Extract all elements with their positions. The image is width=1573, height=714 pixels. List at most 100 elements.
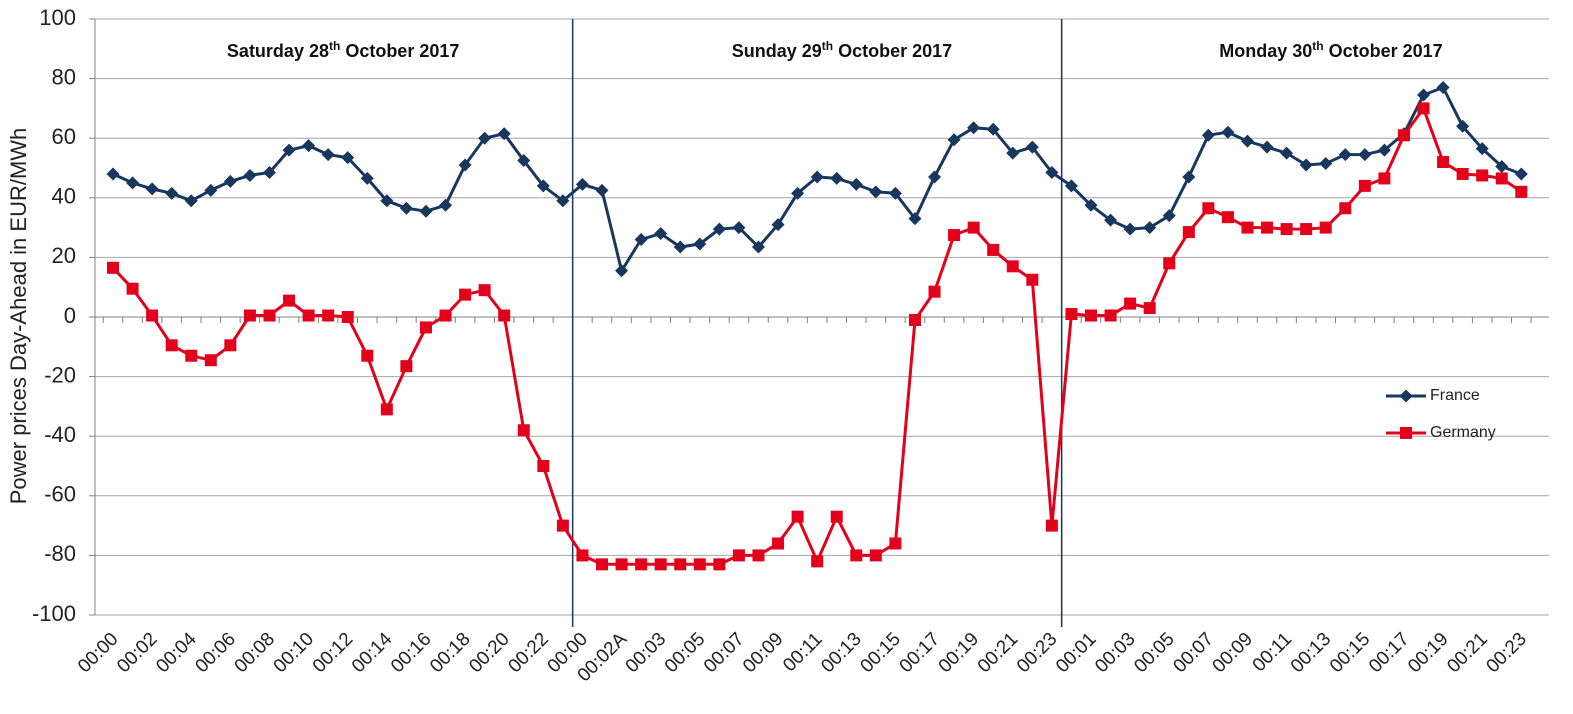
data-point-germany: [302, 309, 315, 322]
x-tick-label: 00:23: [1482, 629, 1530, 677]
day-label-rest: October 2017: [833, 41, 952, 61]
x-tick-label: 00:07: [1169, 629, 1217, 677]
data-point-france: [1417, 88, 1431, 102]
data-point-germany: [341, 311, 354, 323]
data-point-france: [1260, 140, 1274, 154]
day-label-main: Monday 30: [1219, 41, 1312, 61]
data-point-germany: [322, 309, 335, 322]
data-point-germany: [850, 549, 863, 562]
day-label-main: Saturday 28: [227, 41, 329, 61]
data-point-germany: [1319, 221, 1332, 234]
y-tick-label: -60: [44, 482, 76, 507]
data-point-germany: [126, 282, 139, 295]
day-label: Monday 30th October 2017: [1219, 39, 1442, 61]
data-point-germany: [1045, 519, 1058, 532]
x-tick-label: 00:01: [1052, 629, 1100, 677]
data-point-germany: [635, 558, 648, 571]
legend-marker: [1399, 389, 1413, 403]
y-tick-label: 0: [64, 303, 76, 328]
x-tick-label: 00:20: [465, 629, 513, 677]
data-point-germany: [380, 403, 393, 416]
data-point-france: [380, 194, 394, 208]
data-point-france: [634, 233, 648, 247]
data-point-germany: [517, 424, 530, 437]
legend: France Germany: [1386, 387, 1496, 441]
data-point-germany: [791, 510, 804, 523]
x-tick-label: 00:21: [1443, 629, 1491, 677]
data-point-france: [419, 204, 433, 218]
data-point-france: [869, 185, 883, 199]
x-tick-label: 00:03: [622, 629, 670, 677]
data-point-germany: [400, 360, 413, 373]
data-point-germany: [146, 309, 159, 322]
data-point-germany: [908, 313, 921, 326]
data-point-france: [126, 176, 140, 190]
data-point-france: [536, 179, 550, 193]
x-tick-label: 00:18: [426, 629, 474, 677]
x-tick-label: 00:00: [74, 629, 122, 677]
data-point-france: [1104, 213, 1118, 227]
data-point-germany: [987, 243, 1000, 256]
data-point-france: [262, 165, 276, 179]
x-tick-label: 00:15: [856, 629, 904, 677]
data-point-germany: [615, 558, 628, 571]
data-point-germany: [498, 309, 511, 322]
data-point-france: [282, 143, 296, 157]
data-point-germany: [1006, 260, 1019, 273]
data-point-france: [556, 194, 570, 208]
data-point-france: [1495, 160, 1509, 174]
data-point-france: [693, 237, 707, 251]
data-point-germany: [596, 558, 608, 571]
y-tick-label: 20: [52, 243, 76, 268]
data-point-france: [1182, 170, 1196, 184]
data-point-germany: [811, 555, 824, 568]
data-point-france: [908, 212, 922, 226]
data-point-france: [399, 201, 413, 215]
data-point-france: [1475, 142, 1489, 156]
data-point-germany: [1397, 129, 1410, 142]
data-point-france: [1456, 119, 1470, 133]
data-point-france: [497, 127, 511, 141]
data-point-germany: [107, 261, 119, 274]
data-point-france: [341, 151, 355, 165]
x-tick-label: 00:19: [1404, 629, 1452, 677]
data-point-germany: [967, 221, 980, 234]
x-tick-label: 00:19: [935, 629, 983, 677]
x-tick-label: 00:11: [1249, 629, 1296, 676]
data-point-france: [360, 171, 374, 185]
data-point-germany: [1515, 185, 1528, 198]
data-point-france: [243, 168, 257, 182]
data-point-germany: [556, 519, 569, 532]
y-tick-labels: -100 -80 -60 -40 -20 0 20 40 60 80 100: [32, 5, 76, 626]
data-point-germany: [1143, 302, 1156, 315]
data-point-germany: [459, 288, 472, 301]
data-point-germany: [1437, 156, 1450, 169]
x-tick-label: 00:22: [504, 629, 552, 677]
data-point-france: [478, 131, 492, 145]
data-point-france: [204, 183, 218, 197]
y-tick-label: -100: [32, 601, 76, 626]
series: [106, 81, 1528, 571]
x-tick-label: 00:06: [191, 629, 239, 677]
data-point-france: [223, 174, 237, 188]
data-point-france: [575, 177, 589, 191]
data-point-france: [888, 186, 902, 200]
data-point-france: [1280, 146, 1294, 160]
data-point-france: [771, 218, 785, 232]
x-tick-label: 00:14: [348, 628, 397, 677]
data-point-germany: [674, 558, 687, 571]
grid-lines: [95, 18, 1549, 616]
day-labels: Saturday 28 th October 2017 Sunday 29th Oc…: [227, 39, 1443, 61]
x-tick-labels: 00:0000:0200:0400:0600:0800:1000:1200:14…: [74, 628, 1531, 686]
data-point-france: [732, 221, 746, 235]
y-tick-label: -80: [44, 541, 76, 566]
data-point-france: [928, 170, 942, 184]
day-label: Sunday 29th October 2017: [732, 39, 952, 61]
data-point-germany: [1378, 172, 1391, 185]
data-point-france: [184, 194, 198, 208]
x-tick-label: 00:10: [270, 629, 318, 677]
data-point-germany: [243, 309, 256, 322]
axes: [89, 18, 1549, 616]
day-label-sup: th: [822, 39, 833, 53]
